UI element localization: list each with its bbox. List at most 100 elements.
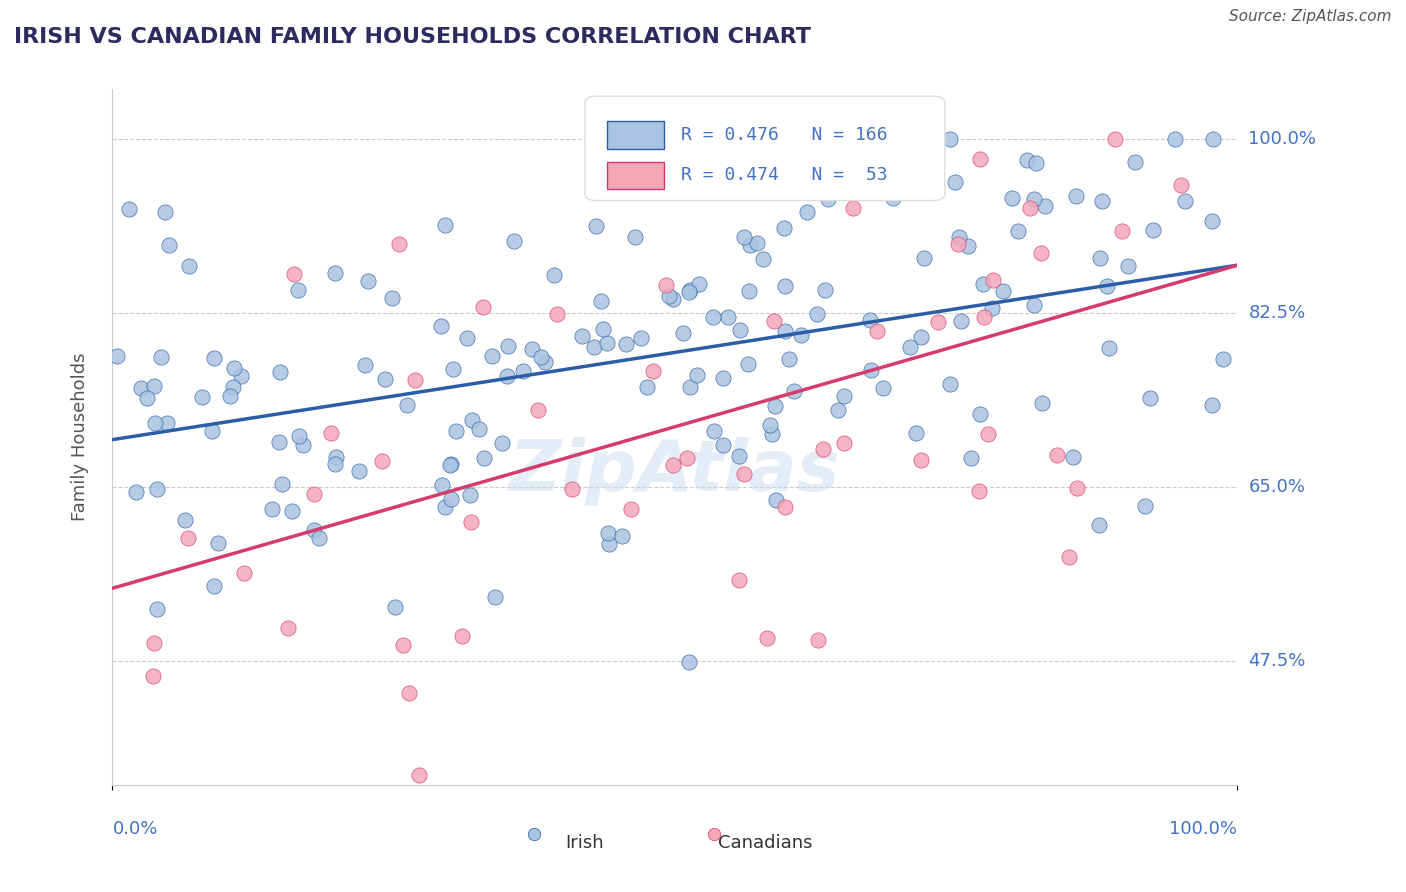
Point: [571, 329, 593, 343]
Point: [620, 502, 643, 516]
Text: ZipAtlas: ZipAtlas: [509, 437, 841, 507]
Point: [1066, 481, 1088, 495]
Point: [1111, 224, 1133, 238]
Point: [728, 323, 751, 337]
Point: [1046, 448, 1069, 462]
Point: [583, 340, 606, 354]
Point: [1104, 132, 1126, 146]
Text: R = 0.474   N =  53: R = 0.474 N = 53: [681, 167, 887, 185]
Point: [655, 277, 678, 292]
Point: [441, 362, 464, 376]
Point: [834, 436, 856, 450]
Point: [782, 384, 804, 398]
Point: [374, 372, 396, 386]
Point: [658, 289, 681, 303]
Point: [758, 417, 780, 432]
Point: [201, 424, 224, 438]
Point: [745, 236, 768, 251]
Point: [533, 355, 555, 369]
Point: [430, 478, 453, 492]
Point: [790, 327, 813, 342]
Point: [143, 416, 166, 430]
Point: [439, 458, 461, 473]
Text: Irish: Irish: [565, 834, 605, 852]
Point: [283, 268, 305, 282]
Point: [1031, 245, 1053, 260]
Point: [1088, 252, 1111, 266]
Point: [177, 531, 200, 545]
Point: [1098, 341, 1121, 355]
Point: [859, 313, 882, 327]
Point: [202, 579, 225, 593]
Point: [396, 398, 419, 412]
Point: [381, 291, 404, 305]
Point: [910, 330, 932, 344]
Point: [222, 380, 245, 394]
Point: [1202, 132, 1225, 146]
Point: [191, 390, 214, 404]
Point: [703, 424, 725, 438]
Point: [1022, 192, 1045, 206]
Point: [981, 301, 1004, 315]
Point: [354, 359, 377, 373]
Point: [738, 238, 761, 252]
Point: [1201, 398, 1223, 412]
Y-axis label: Family Households: Family Households: [70, 353, 89, 521]
Point: [1057, 550, 1080, 565]
Point: [866, 324, 889, 338]
Point: [496, 338, 519, 352]
Point: [811, 442, 834, 457]
Point: [1091, 194, 1114, 209]
Point: [491, 436, 513, 450]
Point: [943, 175, 966, 189]
Point: [325, 450, 347, 464]
Point: [676, 450, 699, 465]
Point: [598, 536, 620, 550]
Point: [662, 292, 685, 306]
Point: [434, 500, 457, 515]
Point: [496, 368, 519, 383]
FancyBboxPatch shape: [585, 96, 945, 201]
Point: [467, 422, 489, 436]
Point: [948, 229, 970, 244]
Point: [598, 526, 620, 541]
Point: [1139, 391, 1161, 405]
Point: [679, 380, 702, 394]
Point: [773, 279, 796, 293]
Point: [145, 483, 167, 497]
Point: [280, 504, 302, 518]
Point: [596, 335, 619, 350]
Point: [347, 465, 370, 479]
Point: [1022, 298, 1045, 312]
Point: [960, 451, 983, 466]
Point: [1174, 194, 1197, 208]
Point: [1170, 178, 1192, 192]
Point: [522, 343, 544, 357]
Text: 100.0%: 100.0%: [1249, 130, 1316, 148]
Text: Source: ZipAtlas.com: Source: ZipAtlas.com: [1229, 9, 1392, 24]
Point: [1064, 189, 1087, 203]
Point: [778, 351, 800, 366]
Point: [946, 237, 969, 252]
Point: [484, 590, 506, 604]
Point: [841, 201, 863, 215]
Point: [765, 492, 787, 507]
Point: [267, 435, 290, 450]
Point: [679, 283, 702, 297]
Point: [592, 321, 614, 335]
Point: [711, 371, 734, 385]
Point: [222, 361, 245, 376]
Point: [806, 633, 828, 648]
Point: [229, 368, 252, 383]
Point: [763, 314, 786, 328]
Point: [761, 427, 783, 442]
Point: [1212, 351, 1234, 366]
Point: [503, 234, 526, 248]
Point: [271, 477, 294, 491]
Point: [630, 331, 652, 345]
Point: [142, 635, 165, 649]
Point: [302, 487, 325, 501]
Point: [905, 426, 928, 441]
Point: [685, 132, 707, 146]
Point: [688, 277, 710, 292]
